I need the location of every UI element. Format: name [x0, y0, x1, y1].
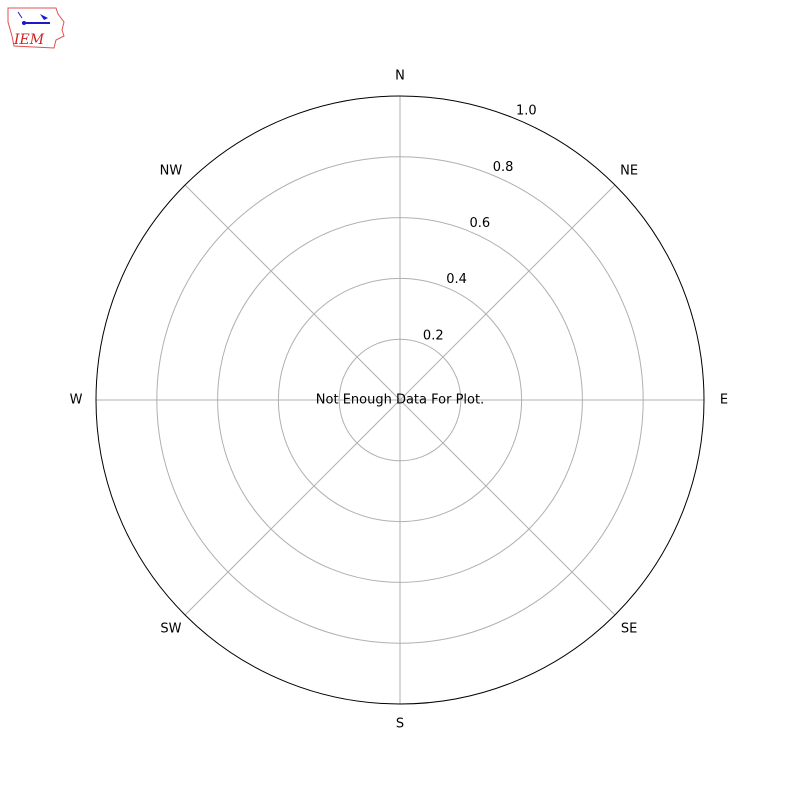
radial-gridline [156, 156, 644, 644]
direction-label-nw: NW [160, 163, 183, 178]
direction-label-n: N [395, 69, 405, 84]
direction-label-s: S [396, 717, 404, 732]
direction-label-e: E [720, 393, 728, 408]
polar-frame [95, 95, 705, 705]
radial-tick-label: 0.6 [469, 216, 490, 231]
radial-gridline [217, 217, 583, 583]
direction-label-ne: NE [620, 163, 638, 178]
direction-label-se: SE [621, 622, 637, 637]
radial-gridline [338, 338, 462, 462]
radial-tick-label: 1.0 [516, 104, 537, 119]
iem-logo: IEM [7, 7, 65, 49]
spoke-sw [184, 399, 401, 616]
radial-gridline [277, 277, 523, 523]
spoke-ne [399, 184, 616, 401]
spoke-se [399, 399, 616, 616]
radial-tick-label: 0.8 [493, 160, 514, 175]
spoke-nw [184, 184, 401, 401]
radial-tick-label: 0.4 [446, 272, 467, 287]
direction-label-w: W [70, 393, 83, 408]
radial-tick-label: 0.2 [423, 328, 444, 343]
direction-label-sw: SW [160, 622, 181, 637]
logo-text: IEM [13, 32, 45, 48]
no-data-annotation: Not Enough Data For Plot. [316, 393, 484, 408]
